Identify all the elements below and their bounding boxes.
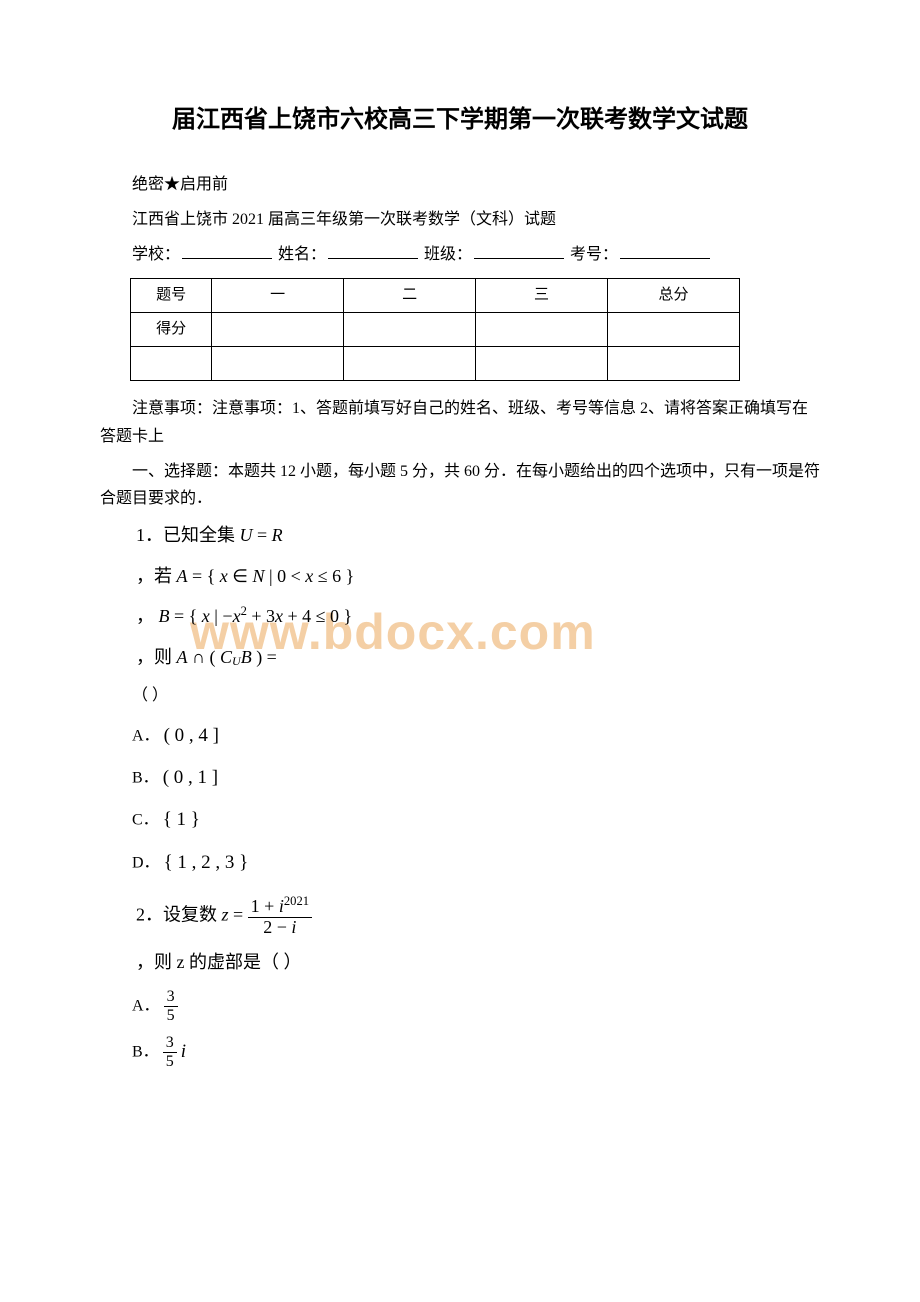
th-total: 总分 bbox=[608, 279, 740, 313]
exam-name: 江西省上饶市 2021 届高三年级第一次联考数学（文科）试题 bbox=[100, 206, 820, 233]
optC-label: C． bbox=[132, 812, 159, 829]
td-blank bbox=[608, 313, 740, 347]
q2-optA-den: 5 bbox=[164, 1007, 178, 1025]
th-one: 一 bbox=[212, 279, 344, 313]
q1-optC: C． { 1 } bbox=[132, 804, 820, 836]
q1-then: ，则 bbox=[136, 647, 172, 667]
q2-tail: ，则 z 的虚部是（ ） bbox=[136, 947, 820, 978]
q1-optD: D． { 1 , 2 , 3 } bbox=[132, 847, 820, 879]
school-blank[interactable] bbox=[182, 243, 272, 259]
notice: 注意事项：注意事项：1、答题前填写好自己的姓名、班级、考号等信息 2、请将答案正… bbox=[100, 395, 820, 449]
optC-value: { 1 } bbox=[163, 809, 200, 830]
examno-label: 考号： bbox=[570, 246, 618, 263]
td-blank bbox=[212, 347, 344, 381]
class-label: 班级： bbox=[424, 246, 472, 263]
table-row bbox=[131, 347, 740, 381]
q2-tail-text: ，则 z 的虚部是（ ） bbox=[136, 952, 302, 972]
td-blank bbox=[476, 313, 608, 347]
optA-label: A． bbox=[132, 727, 160, 744]
td-blank bbox=[344, 313, 476, 347]
th-number: 题号 bbox=[131, 279, 212, 313]
q2-optB-label: B． bbox=[132, 1044, 159, 1061]
q1-paren: （ ） bbox=[132, 682, 820, 709]
q2-optA-label: A． bbox=[132, 998, 160, 1015]
optD-value: { 1 , 2 , 3 } bbox=[164, 852, 249, 873]
q2-optB: B． 3 5 i bbox=[132, 1034, 820, 1070]
optD-label: D． bbox=[132, 854, 160, 871]
q2-optA: A． 3 5 bbox=[132, 988, 820, 1024]
q1-u: U bbox=[240, 525, 253, 545]
q1-sub-u: U bbox=[232, 654, 241, 668]
td-blank bbox=[476, 347, 608, 381]
q2-optA-num: 3 bbox=[164, 988, 178, 1007]
page-title: 届江西省上饶市六校高三下学期第一次联考数学文试题 bbox=[100, 100, 820, 141]
optB-value: ( 0 , 1 ] bbox=[163, 767, 218, 788]
name-label: 姓名： bbox=[278, 246, 326, 263]
table-row: 得分 bbox=[131, 313, 740, 347]
q2-optB-num: 3 bbox=[163, 1034, 177, 1053]
examno-blank[interactable] bbox=[620, 243, 710, 259]
td-blank bbox=[608, 347, 740, 381]
q2-optB-i: i bbox=[181, 1041, 186, 1062]
q1-expr: ，则 A ∩ ( CUB ) = bbox=[136, 642, 820, 673]
th-two: 二 bbox=[344, 279, 476, 313]
q1-comma1: ， bbox=[136, 606, 154, 626]
q2-optB-frac: 3 5 bbox=[163, 1034, 177, 1070]
q2-optA-frac: 3 5 bbox=[164, 988, 178, 1024]
q1-setB: ， B = { x | −x2 + 3x + 4 ≤ 0 } bbox=[136, 601, 820, 632]
q1-optA: A． ( 0 , 4 ] bbox=[132, 720, 820, 752]
confidential-line: 绝密★启用前 bbox=[100, 171, 820, 198]
q1-stem: 1．已知全集 U = R bbox=[136, 520, 820, 551]
th-three: 三 bbox=[476, 279, 608, 313]
q2-stem: 2．设复数 z = 1 + i2021 2 − i bbox=[136, 895, 820, 938]
section1-heading: 一、选择题：本题共 12 小题，每小题 5 分，共 60 分．在每小题给出的四个… bbox=[100, 458, 820, 512]
q2-optB-den: 5 bbox=[163, 1053, 177, 1071]
student-info-line: 学校： 姓名： 班级： 考号： bbox=[100, 241, 820, 268]
q1-optB: B． ( 0 , 1 ] bbox=[132, 762, 820, 794]
school-label: 学校： bbox=[132, 246, 180, 263]
page-content: 届江西省上饶市六校高三下学期第一次联考数学文试题 绝密★启用前 江西省上饶市 2… bbox=[100, 100, 820, 1070]
q2-fraction: 1 + i2021 2 − i bbox=[248, 895, 312, 938]
score-table: 题号 一 二 三 总分 得分 bbox=[130, 278, 740, 381]
q2-text: 2．设复数 bbox=[136, 904, 217, 924]
q1-r: R bbox=[272, 525, 283, 545]
q2-exp: 2021 bbox=[284, 894, 309, 908]
td-blank bbox=[212, 313, 344, 347]
td-blank bbox=[344, 347, 476, 381]
td-score-label: 得分 bbox=[131, 313, 212, 347]
q1-setA: ，若 A = { x ∈ N | 0 < x ≤ 6 } bbox=[136, 561, 820, 592]
optA-value: ( 0 , 4 ] bbox=[164, 725, 219, 746]
class-blank[interactable] bbox=[474, 243, 564, 259]
q1-if: ，若 bbox=[136, 566, 172, 586]
q1-text: 1．已知全集 bbox=[136, 525, 235, 545]
optB-label: B． bbox=[132, 770, 159, 787]
td-blank bbox=[131, 347, 212, 381]
name-blank[interactable] bbox=[328, 243, 418, 259]
table-row: 题号 一 二 三 总分 bbox=[131, 279, 740, 313]
